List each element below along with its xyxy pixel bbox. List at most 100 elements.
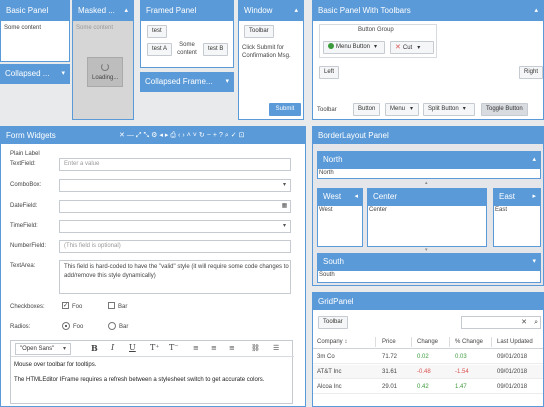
italic-icon[interactable]: I [111,343,115,352]
column-header-last-updated[interactable]: Last Updated [497,339,533,345]
column-header-company[interactable]: Company ↕ [317,335,347,349]
print-icon[interactable]: ⎙ [170,132,179,139]
collapse-up-icon[interactable]: ▴ [532,156,536,163]
plus-icon[interactable]: + [212,132,219,139]
sort-icon: ↕ [344,339,348,345]
south-splitter-icon[interactable]: ▾ [425,247,428,253]
save-icon[interactable]: ✓ [230,132,239,139]
chevron-down-icon[interactable]: ▾ [282,182,286,188]
split-button-label: Split Button [428,106,459,112]
collapsed-frame-header[interactable]: Collapsed Frame... ▾ [140,72,234,92]
gear-icon[interactable]: ⚙ [151,132,160,139]
combobox-label: ComboBox: [10,182,42,188]
expand-icon[interactable]: ▾ [225,78,229,85]
toggle-button[interactable]: Toggle Button [481,103,528,116]
text-field[interactable]: Enter a value [59,158,291,171]
column-header-pct-change[interactable]: % Change [455,339,484,345]
right-icon[interactable]: › [182,132,187,139]
radio-bar[interactable] [108,322,116,330]
checkbox-bar[interactable] [108,302,115,309]
collapse-icon[interactable]: ▴ [294,7,298,14]
combo-box[interactable]: ▾ [59,179,291,192]
basic-panel: Basic Panel Some content [0,0,70,62]
calendar-icon[interactable]: ▦ [281,203,288,209]
increase-font-icon[interactable]: T⁺ [150,343,160,352]
toolbar-button[interactable]: Button [353,103,381,116]
border-layout-title: BorderLayout Panel [318,131,389,140]
masked-panel: Masked ... ▴ Some content Loading... [72,0,134,120]
menu-button[interactable]: Menu Button ▾ [323,41,385,54]
split-button[interactable]: Split Button ▾ [423,103,475,116]
next-icon[interactable]: ▸ [164,132,171,139]
table-row[interactable]: 3m Co 71.72 0.02 0.03 09/01/2018 [313,350,543,364]
table-row[interactable]: Alcoa Inc 29.01 0.42 1.47 09/01/2018 [313,380,543,394]
toolbars-panel-title: Basic Panel With Toolbars [318,6,411,15]
collapse-right-icon[interactable]: ▸ [532,193,536,200]
down-icon[interactable]: ˅ [192,132,199,139]
column-header-change[interactable]: Change [417,339,439,345]
expand-icon[interactable]: ▾ [61,70,65,77]
decrease-font-icon[interactable]: T⁻ [169,343,179,352]
time-field[interactable]: ▾ [59,220,291,233]
collapsed-frame-panel[interactable]: Collapsed Frame... ▾ [140,72,234,92]
text-area[interactable]: This field is hard-coded to have the "va… [59,260,291,294]
timefield-label: TimeField: [10,223,38,229]
number-field[interactable]: (This field is optional) [59,240,291,253]
test-button[interactable]: test [147,25,167,38]
prev-icon[interactable]: ◂ [159,132,165,139]
test-a-button[interactable]: test A [147,43,173,56]
toolbars-panel-header: Basic Panel With Toolbars ▴ [313,1,543,21]
left-icon[interactable]: ‹ [178,132,183,139]
underline-icon[interactable]: U [129,343,136,352]
search-icon[interactable]: ⌕ [534,319,538,326]
align-center-icon[interactable]: ≡ [211,344,217,352]
refresh-icon[interactable]: ↻ [198,132,207,139]
minimize-icon[interactable]: — [126,132,136,139]
clear-icon[interactable]: ✕ [521,319,527,326]
grid-search-input[interactable]: ✕ ⌕ [461,316,541,329]
editor-line-2: The HTMLEditor IFrame requires a refresh… [14,377,265,383]
cut-button[interactable]: ✕ Cut ▾ [390,41,434,54]
collapsed-panel[interactable]: Collapsed ... ▾ [0,64,70,84]
up-icon[interactable]: ˄ [186,132,193,139]
right-button[interactable]: Right [519,66,543,79]
date-field[interactable]: ▦ [59,200,291,213]
restore-icon[interactable]: ⤢ [135,132,144,139]
grid-toolbar-button[interactable]: Toolbar [318,316,348,329]
align-left-icon[interactable]: ≡ [193,344,199,352]
textarea-label: TextArea: [10,263,36,269]
collapsed-panel-header[interactable]: Collapsed ... ▾ [0,64,70,84]
plain-label: Plain Label [10,151,40,157]
collapse-icon[interactable]: ▴ [124,7,128,14]
collapse-down-icon[interactable]: ▾ [532,258,536,265]
north-splitter-icon[interactable]: ▴ [425,180,428,186]
chevron-down-icon[interactable]: ▾ [282,223,286,229]
align-right-icon[interactable]: ≡ [229,344,235,352]
radio-foo[interactable] [62,322,70,330]
search-icon[interactable]: ⌕ [224,132,231,139]
window-message: Click Submit for Confirmation Msg. [242,45,291,59]
submit-button[interactable]: Submit [269,103,301,116]
link-icon[interactable]: ⛓ [251,344,260,352]
test-b-button[interactable]: test B [203,43,229,56]
font-select[interactable]: "Open Sans" ▾ [15,343,71,355]
help-icon[interactable]: ? [218,132,225,139]
left-button[interactable]: Left [319,66,340,79]
cell-company: AT&T Inc [317,369,342,375]
collapse-left-icon[interactable]: ◂ [354,193,358,200]
close-icon[interactable]: ✕ [119,132,127,139]
toolbar-menu-button[interactable]: Menu ▾ [385,103,419,116]
pin-icon[interactable]: ⊡ [238,132,247,139]
collapse-icon[interactable]: ▴ [534,7,538,14]
cell-last-updated: 09/01/2018 [497,354,528,360]
bold-icon[interactable]: B [91,343,98,353]
add-icon [328,43,334,49]
radio-dot [65,325,67,327]
bullet-list-icon[interactable]: ☰ [273,344,280,352]
checkbox-foo[interactable]: ✓ [62,302,69,309]
maximize-icon[interactable]: ⤡ [143,132,152,139]
column-header-price[interactable]: Price [382,339,396,345]
table-row[interactable]: AT&T Inc 31.61 -0.48 -1.54 09/01/2018 [313,365,543,379]
window-toolbar-button[interactable]: Toolbar [244,25,274,38]
minus-icon[interactable]: − [206,132,213,139]
